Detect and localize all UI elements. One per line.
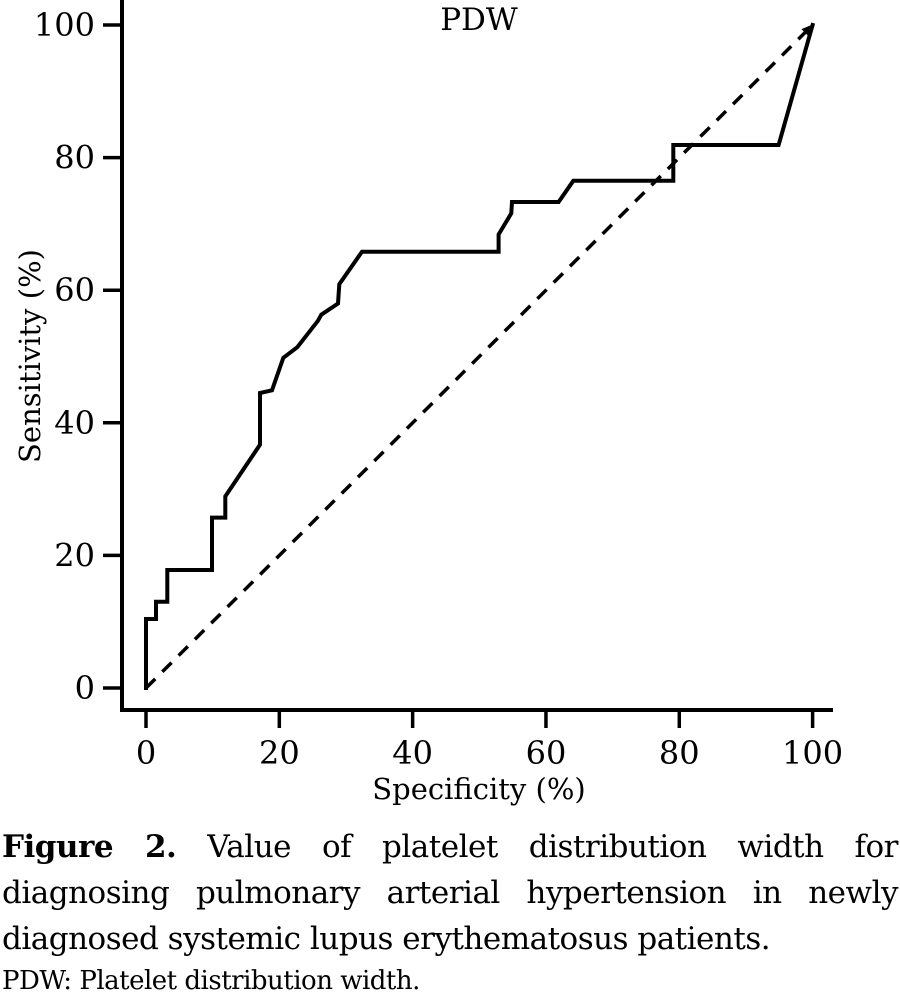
x-tick-label: 80	[659, 734, 700, 772]
caption-line: diagnosed systemic lupus erythematosus p…	[2, 921, 771, 957]
roc-chart: PDW 0 20 40 60 80 100 0 20 40 60 80 100 Specificit…	[13, 0, 843, 806]
y-tick-label: 100	[34, 6, 95, 44]
y-axis-ticks: 0 20 40 60 80 100	[34, 6, 120, 707]
y-tick-label: 80	[54, 139, 95, 177]
caption-line: diagnosing pulmonary arterial hypertensi…	[2, 875, 899, 911]
x-tick-label: 60	[526, 734, 567, 772]
y-tick-label: 0	[75, 669, 95, 707]
roc-curve	[144, 22, 816, 690]
y-tick-label: 40	[54, 404, 95, 442]
figure-caption: Figure 2. Value of platelet distribution…	[2, 824, 899, 962]
caption-line: Figure 2. Value of platelet distribution…	[2, 824, 898, 870]
x-tick-label: 20	[259, 734, 300, 772]
x-axis-label: Specificity (%)	[372, 772, 585, 806]
x-tick-label: 100	[782, 734, 843, 772]
y-tick-label: 60	[54, 271, 95, 309]
x-tick-label: 40	[392, 734, 433, 772]
x-axis-ticks: 0 20 40 60 80 100	[136, 710, 843, 772]
caption-text: Value of platelet distribution width for	[207, 829, 898, 865]
chart-title: PDW	[440, 2, 518, 38]
y-tick-label: 20	[54, 536, 95, 574]
x-tick-label: 0	[136, 734, 156, 772]
reference-line	[144, 23, 814, 690]
y-axis-label: Sensitivity (%)	[13, 249, 47, 463]
abbreviation-note: PDW: Platelet distribution width.	[2, 966, 420, 996]
figure-label: Figure 2.	[2, 829, 177, 865]
